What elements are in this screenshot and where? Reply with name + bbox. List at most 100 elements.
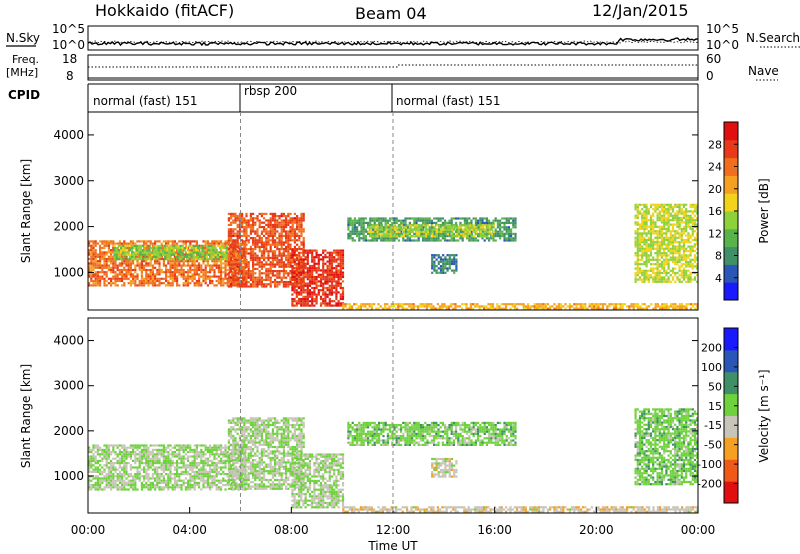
power-cell-r5: [428, 232, 431, 235]
power-cell-r0: [224, 262, 227, 265]
power-cell-r8: [652, 232, 655, 235]
power-cell-r6: [416, 224, 419, 227]
power-cell-r2: [289, 217, 292, 220]
power-cell-r3: [322, 267, 325, 270]
power-cell-r0: [136, 260, 139, 263]
power-cell-r6: [418, 230, 421, 234]
power-cell-r6: [435, 233, 438, 236]
power-cell-r5: [499, 230, 502, 233]
power-cell-r2: [287, 230, 290, 233]
power-cell-r3: [337, 258, 340, 261]
power-cell-r7: [433, 262, 436, 266]
power-cell-r1: [177, 249, 180, 252]
power-cell-r6: [389, 233, 392, 236]
power-cell-r0: [149, 264, 152, 267]
power-cell-r2: [227, 248, 230, 251]
power-cell-r0: [224, 275, 227, 278]
power-cell-r5: [507, 221, 510, 224]
power-cell-r5: [488, 237, 491, 240]
power-cell-r8: [658, 263, 661, 266]
power-cell-r4: [522, 303, 525, 306]
power-cell-r2: [296, 221, 299, 224]
power-cell-r5: [386, 226, 389, 229]
power-cell-r2: [298, 254, 301, 257]
power-cell-r0: [167, 240, 170, 243]
power-cell-r0: [193, 262, 196, 265]
power-cell-r5: [444, 232, 447, 235]
power-cell-r8: [663, 241, 666, 244]
power-cell-r2: [245, 265, 248, 268]
power-cell-r5: [424, 221, 427, 224]
nave-tick-bottom: 0: [706, 69, 714, 83]
power-cell-r5: [499, 235, 502, 238]
power-cell-r2: [302, 219, 305, 222]
power-cell-r1: [203, 253, 206, 256]
power-cell-r2: [245, 230, 248, 233]
power-cell-r8: [638, 223, 642, 226]
power-cell-r8: [691, 258, 694, 261]
power-cell-r3: [293, 249, 296, 252]
power-cell-r3: [293, 297, 296, 301]
power-cell-r8: [649, 205, 653, 209]
power-cell-r0: [96, 260, 99, 263]
power-cell-r3: [293, 253, 296, 257]
power-cell-r8: [649, 223, 653, 226]
power-cell-r8: [669, 243, 672, 246]
power-cell-r8: [674, 280, 677, 283]
power-cell-r2: [263, 226, 266, 229]
power-cell-r0: [195, 242, 198, 245]
power-cell-r2: [274, 245, 277, 248]
power-cell-r2: [258, 250, 261, 253]
power-cell-r0: [171, 260, 174, 263]
power-cell-r2: [280, 245, 283, 248]
power-cell-r3: [293, 282, 296, 285]
power-cell-r2: [287, 221, 290, 224]
power-cell-r1: [170, 249, 173, 252]
power-cell-r2: [271, 239, 274, 242]
power-cell-r3: [313, 297, 316, 301]
power-cell-r2: [236, 226, 239, 229]
power-cell-r5: [373, 219, 376, 222]
power-cell-r3: [339, 302, 342, 305]
power-cell-r8: [696, 263, 699, 266]
power-cell-r0: [211, 275, 214, 278]
power-cell-r7: [437, 256, 440, 259]
power-cell-r0: [162, 240, 165, 243]
power-cell-r0: [121, 273, 124, 276]
power-cell-r8: [674, 234, 677, 237]
power-cell-r4: [678, 303, 681, 306]
power-cell-r3: [300, 286, 303, 290]
power-cell-r2: [269, 278, 272, 281]
power-cell-r0: [101, 253, 104, 256]
power-cell-r0: [129, 273, 132, 276]
power-cell-r2: [289, 252, 292, 255]
power-cell-r3: [291, 302, 294, 305]
power-cell-r3: [306, 286, 309, 290]
power-cell-r3: [313, 282, 316, 285]
power-cell-r0: [217, 240, 220, 243]
power-cell-r4: [348, 303, 351, 306]
power-cell-r1: [155, 247, 158, 250]
power-cell-r3: [311, 282, 314, 285]
power-cell-r8: [656, 203, 659, 206]
power-cell-r8: [654, 274, 657, 277]
power-cell-r6: [484, 235, 487, 238]
power-cell-r7: [431, 254, 434, 257]
power-cell-r5: [378, 237, 381, 240]
power-cell-r6: [477, 235, 480, 238]
power-cell-r3: [337, 249, 340, 252]
power-cell-r8: [674, 271, 677, 275]
power-cell-r3: [304, 256, 307, 259]
power-cell-r2: [260, 272, 263, 275]
power-cell-r2: [260, 261, 263, 264]
power-cell-r3: [308, 251, 312, 254]
power-cell-r3: [317, 260, 320, 263]
power-cell-r3: [319, 269, 323, 272]
power-cell-r2: [267, 254, 270, 257]
power-cell-r4: [465, 307, 468, 310]
power-cell-r2: [245, 281, 248, 284]
power-cell-r5: [417, 219, 420, 222]
power-cell-r5: [380, 217, 383, 220]
power-cell-r7: [437, 262, 440, 266]
power-cell-r8: [638, 236, 642, 239]
